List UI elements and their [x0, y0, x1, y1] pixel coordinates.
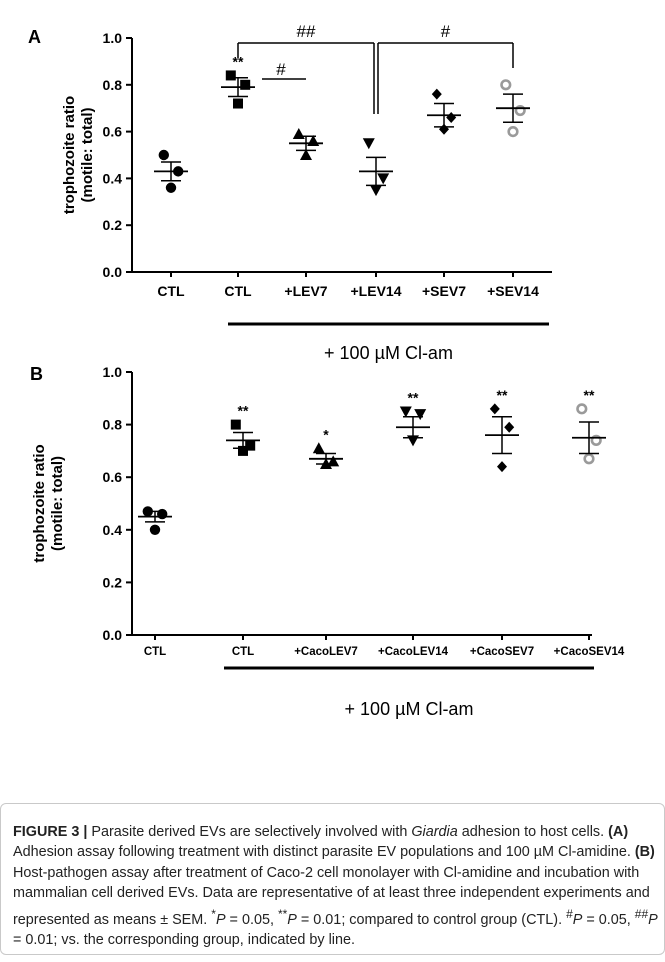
caption-sig-text: = 0.05, [582, 911, 635, 928]
caption-panel-b-text: Host-pathogen assay after treatment of C… [13, 864, 650, 928]
data-point [446, 112, 457, 124]
data-point [362, 138, 375, 150]
data-point [414, 409, 427, 421]
data-point [240, 79, 251, 90]
data-point [230, 419, 241, 430]
x-tick-label: +SEV14 [487, 283, 539, 299]
caption-sig-text: = 0.01; compared to control group (CTL). [296, 911, 567, 928]
caption-p-symbol: P [215, 911, 226, 928]
significance-star: ** [497, 387, 508, 403]
x-tick-label: CTL [232, 646, 254, 658]
x-tick-label: +CacoSEV7 [470, 646, 534, 658]
caption-sig-star: * [211, 906, 216, 921]
data-point [489, 403, 500, 415]
data-point [590, 434, 602, 446]
caption-intro-end: adhesion to host cells. [457, 824, 609, 840]
significance-star: * [323, 426, 329, 442]
data-point [292, 127, 305, 139]
x-tick-label: +CacoLEV7 [294, 646, 358, 658]
caption-sig-hash: # [566, 906, 573, 921]
caption-p-symbol: P [572, 911, 583, 928]
x-tick-label: +LEV14 [351, 283, 402, 299]
data-point [431, 88, 442, 100]
data-point [514, 104, 526, 117]
data-point [377, 173, 390, 185]
data-point [158, 149, 169, 161]
x-tick-label: +LEV7 [284, 283, 327, 299]
y-tick-label: 0.6 [103, 124, 123, 140]
caption-panel-a-text: Adhesion assay following treatment with … [13, 844, 635, 861]
caption-sig-star: ** [277, 906, 288, 921]
y-tick-label: 0.2 [103, 217, 123, 233]
figure-caption: FIGURE 3 | Parasite derived EVs are sele… [13, 822, 661, 950]
caption-organism: Giardia [411, 824, 458, 840]
caption-box [0, 803, 665, 955]
chart-panel-a: A 0.0 0.2 0.4 0.6 0.8 1.0 trophozoite ratio (mot… [28, 22, 552, 363]
y-tick-label: 0.0 [103, 627, 123, 643]
y-tick-label: 1.0 [103, 30, 123, 46]
panel-label: A [28, 27, 41, 47]
y-tick-label: 0.8 [103, 77, 123, 93]
data-point [497, 461, 507, 473]
comparison-label: ## [297, 22, 316, 41]
data-point [157, 508, 168, 520]
data-point [300, 149, 312, 160]
caption-panel-b-label: (B) [634, 844, 655, 861]
x-tick-label: CTL [157, 283, 185, 299]
y-axis-label: (motile: total) [49, 456, 66, 551]
significance-star: ** [408, 389, 419, 405]
caption-sig-text: = 0.01; vs. the corresponding group, ind… [13, 931, 355, 948]
data-point [312, 442, 325, 454]
data-point [500, 79, 512, 91]
comparison-label: # [441, 22, 451, 41]
caption-sig-text: = 0.05, [225, 911, 278, 928]
data-point [583, 453, 595, 465]
chart-panel-b: B 0.0 0.2 0.4 0.6 0.8 1.0 trophozoite ratio (mot… [30, 364, 625, 719]
x-tick-label: CTL [224, 283, 252, 299]
caption-figure-label: FIGURE 3 | [13, 824, 88, 840]
significance-star: ** [584, 387, 595, 403]
x-tick-label: +CacoLEV14 [378, 646, 449, 658]
caption-p-symbol: P [287, 911, 297, 928]
x-tick-label: +CacoSEV14 [554, 646, 625, 658]
significance-star: ** [233, 53, 244, 69]
data-point [245, 440, 256, 451]
treatment-label: + 100 µM Cl-am [324, 343, 453, 363]
data-point [149, 524, 161, 535]
x-tick-label: CTL [144, 646, 166, 658]
y-axis-label: trophozoite ratio [31, 444, 48, 562]
data-point [507, 126, 519, 138]
caption-intro: Parasite derived EVs are selectively inv… [87, 824, 412, 840]
data-point [165, 182, 177, 193]
y-tick-label: 1.0 [103, 364, 123, 380]
data-point [399, 406, 412, 418]
y-axis-label: (motile: total) [79, 108, 96, 203]
y-tick-label: 0.8 [103, 417, 123, 433]
caption-panel-a-label: (A) [608, 824, 629, 840]
significance-star: ** [238, 403, 249, 419]
panel-label: B [30, 364, 43, 384]
comparison-label: # [276, 60, 286, 79]
data-point [504, 421, 515, 433]
data-point [576, 403, 588, 415]
y-tick-label: 0.4 [103, 522, 123, 538]
y-tick-label: 0.0 [103, 264, 123, 280]
data-point [370, 185, 382, 197]
x-tick-label: +SEV7 [422, 283, 466, 299]
data-point [233, 98, 243, 109]
data-point [238, 445, 248, 456]
caption-sig-hash: ## [634, 906, 649, 921]
y-tick-label: 0.6 [103, 469, 123, 485]
y-tick-label: 0.2 [103, 574, 123, 590]
y-tick-label: 0.4 [103, 170, 123, 186]
caption-p-symbol: P [648, 911, 658, 928]
data-point [225, 70, 236, 81]
y-axis-label: trophozoite ratio [61, 96, 78, 214]
treatment-label: + 100 µM Cl-am [345, 699, 474, 719]
